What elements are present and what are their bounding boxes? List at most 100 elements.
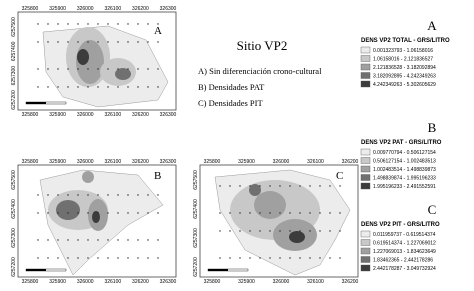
sample-point [67, 41, 69, 43]
sample-point [107, 23, 109, 25]
map-panel: 325800 325800 325900 325900 326000 326000 3261… [193, 159, 359, 285]
sample-point [37, 23, 39, 25]
y-tick-label: 6257300 [11, 66, 17, 86]
sample-point [219, 212, 221, 214]
sample-point [37, 239, 39, 241]
sample-point [147, 239, 149, 241]
legend-label: 0.506127154 - 1.002483513 [373, 159, 436, 165]
sample-point [229, 257, 231, 259]
sample-point [57, 257, 59, 259]
sample-point [47, 68, 49, 70]
sample-point [319, 230, 321, 232]
figure-title: Sitio VP2 [237, 38, 288, 53]
legend-title: DENS VP2 PAT - GRS/LITRO [361, 140, 442, 146]
sample-point [87, 257, 89, 259]
scale-bar [26, 102, 46, 104]
sample-point [107, 41, 109, 43]
y-tick-label: 6257300 [193, 228, 199, 248]
sample-point [157, 239, 159, 241]
sample-point [157, 212, 159, 214]
sample-point [77, 23, 79, 25]
map-panel: 325800 325800 325900 325900 326000 326000 3261… [11, 6, 177, 118]
sample-point [127, 212, 129, 214]
sample-point [249, 257, 251, 259]
sample-point [37, 194, 39, 196]
legend-swatch [360, 230, 371, 238]
sample-point [219, 257, 221, 259]
sample-point [309, 230, 311, 232]
sample-point [147, 68, 149, 70]
x-tick-label: 326000 [273, 159, 290, 165]
sample-point [67, 68, 69, 70]
sample-point [147, 41, 149, 43]
sample-point [219, 185, 221, 187]
sample-point [57, 194, 59, 196]
sample-point [127, 194, 129, 196]
legend-label: 1.995196233 - 2.491552591 [373, 184, 436, 190]
x-tick-label: 326000 [77, 112, 94, 118]
sample-point [309, 257, 311, 259]
legend-label: 2.121836528 - 3.182092894 [373, 65, 436, 71]
legend-label: 1.498839874 - 1.995196233 [373, 176, 436, 182]
sample-point [329, 257, 331, 259]
density-zone [56, 200, 80, 220]
sample-point [57, 68, 59, 70]
panel-letter: A [154, 25, 162, 37]
sample-point [339, 257, 341, 259]
sample-point [147, 23, 149, 25]
sample-point [57, 212, 59, 214]
sample-point [97, 86, 99, 88]
sample-point [67, 86, 69, 88]
x-tick-label: 325800 [204, 159, 221, 165]
sample-point [67, 194, 69, 196]
sample-point [37, 68, 39, 70]
sample-point [77, 41, 79, 43]
y-tick-label: 6257300 [11, 228, 17, 248]
sample-point [97, 194, 99, 196]
y-tick-label: 6257500 [11, 17, 17, 37]
sample-point [117, 239, 119, 241]
sample-point [107, 239, 109, 241]
sample-point [249, 230, 251, 232]
sample-point [97, 41, 99, 43]
sample-point [289, 230, 291, 232]
sample-point [229, 230, 231, 232]
sample-point [329, 212, 331, 214]
sample-point [239, 230, 241, 232]
sample-point [289, 185, 291, 187]
caption: A) Sin diferenciación crono-cultural [198, 66, 322, 76]
y-tick-label: 6257500 [193, 170, 199, 190]
legend-letter: C [428, 202, 437, 217]
x-tick-label: 325900 [49, 112, 66, 118]
sample-point [37, 212, 39, 214]
sample-point [299, 185, 301, 187]
sample-point [147, 257, 149, 259]
sample-point [37, 41, 39, 43]
sample-point [339, 230, 341, 232]
sample-point [77, 68, 79, 70]
sample-point [87, 68, 89, 70]
sample-point [157, 194, 159, 196]
sample-point [97, 23, 99, 25]
x-tick-label: 326000 [77, 279, 94, 285]
legend-label: 2.442178287 - 3.049732924 [373, 266, 436, 272]
legend-label: 3.182092895 - 4.242349263 [373, 74, 436, 80]
sample-point [47, 194, 49, 196]
x-tick-label: 326300 [160, 112, 177, 118]
sample-point [289, 257, 291, 259]
sample-point [127, 23, 129, 25]
x-tick-label: 326000 [77, 159, 94, 165]
sample-point [279, 212, 281, 214]
sample-point [137, 23, 139, 25]
x-tick-label: 326000 [273, 279, 290, 285]
x-tick-label: 325900 [49, 279, 66, 285]
legend-swatch [360, 182, 371, 190]
legend-letter: B [428, 120, 437, 135]
sample-point [147, 194, 149, 196]
sample-point [259, 185, 261, 187]
legend-swatch [360, 256, 371, 263]
sample-point [319, 257, 321, 259]
legend-swatch [360, 165, 371, 173]
density-zone [82, 171, 94, 183]
sample-point [57, 23, 59, 25]
